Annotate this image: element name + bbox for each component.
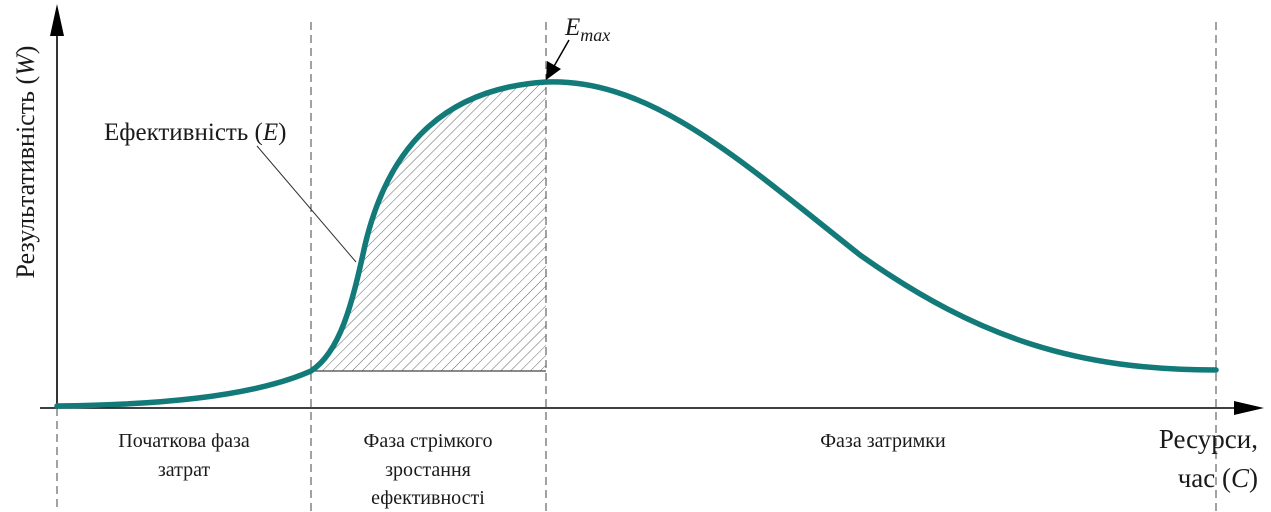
- y-axis-arrow-icon: [50, 4, 64, 36]
- curve-label-leader: [256, 145, 357, 263]
- peak-arrow-line: [552, 39, 570, 69]
- phase-2-label-line1: Фаза стрімкого: [364, 430, 493, 452]
- growth-phase-hatched-area: [311, 82, 546, 371]
- phase-2-label-line3: ефективності: [371, 487, 485, 509]
- peak-arrow-icon: [546, 61, 561, 80]
- phase-1-label-line1: Початкова фаза: [118, 430, 250, 452]
- phase-3-label: Фаза затримки: [820, 430, 946, 452]
- x-axis-arrow-icon: [1234, 401, 1264, 415]
- phase-2-label-line2: зростання: [385, 459, 471, 481]
- y-axis-label: Результативність (W): [11, 46, 40, 279]
- efficiency-curve: [54, 79, 1219, 409]
- curve-label: Ефективність (E): [104, 119, 286, 146]
- x-axis-label-line1: Ресурси,: [1159, 424, 1258, 454]
- peak-label: Emax: [564, 14, 610, 45]
- phase-1-label-line2: затрат: [158, 459, 211, 481]
- x-axis-label-line2: час (C): [1178, 463, 1258, 493]
